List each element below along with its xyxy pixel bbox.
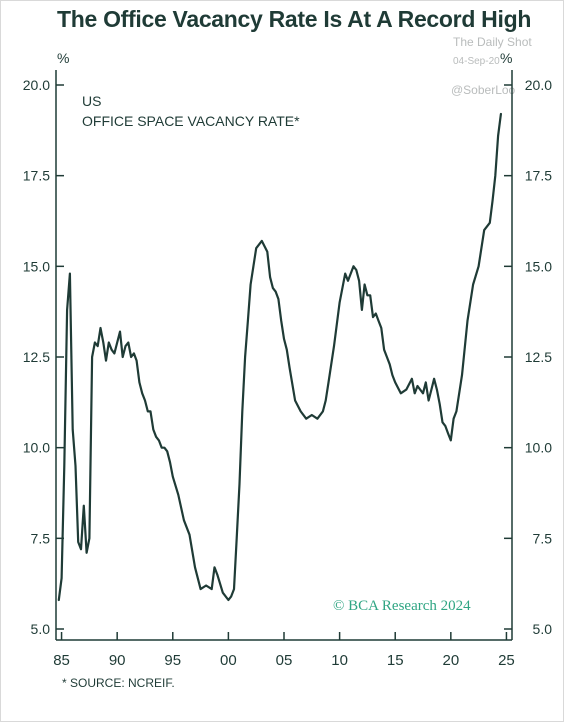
y-tick-label-left: 12.5	[23, 349, 50, 365]
chart-credit: © BCA Research 2024	[333, 598, 471, 614]
x-tick-label: 85	[53, 652, 70, 669]
y-tick-label-left: 15.0	[23, 258, 50, 274]
y-tick-label-right: 7.5	[533, 530, 553, 546]
x-tick-label: 90	[109, 652, 126, 669]
watermark-source: The Daily Shot	[453, 35, 532, 49]
y-tick-label-left: 10.0	[23, 440, 50, 456]
y-axis-unit-left: %	[57, 50, 70, 66]
chart-title: The Office Vacancy Rate Is At A Record H…	[57, 6, 532, 32]
chart-region-label: US	[82, 93, 102, 109]
y-tick-label-left: 20.0	[23, 77, 50, 93]
y-tick-label-left: 5.0	[31, 621, 51, 637]
y-tick-label-right: 20.0	[525, 77, 552, 93]
chart-axes: 5.0 5.0 7.5 7.5 10.0 10.0 12.5 12.5 15.0 15.0 17.5…	[23, 70, 552, 669]
chart-series	[57, 112, 502, 602]
y-axis-unit-right: %	[500, 50, 513, 66]
y-tick-label-right: 5.0	[533, 621, 553, 637]
x-tick-label: 05	[276, 652, 293, 669]
x-tick-label: 00	[220, 652, 237, 669]
x-tick-label: 25	[498, 652, 515, 669]
y-tick-label-left: 17.5	[23, 168, 50, 184]
x-tick-label: 15	[387, 652, 404, 669]
y-tick-label-right: 12.5	[525, 349, 552, 365]
watermark-handle: @SoberLoo	[451, 83, 516, 97]
x-tick-label: 95	[164, 652, 181, 669]
x-tick-label: 10	[331, 652, 348, 669]
chart-series-label: OFFICE SPACE VACANCY RATE*	[82, 113, 300, 129]
y-tick-label-left: 7.5	[31, 530, 51, 546]
x-tick-label: 20	[442, 652, 459, 669]
y-tick-label-right: 10.0	[525, 440, 552, 456]
y-tick-label-right: 17.5	[525, 168, 552, 184]
source-note: * SOURCE: NCREIF.	[62, 676, 175, 690]
y-tick-label-right: 15.0	[525, 258, 552, 274]
watermark-date: 04-Sep-20	[453, 56, 500, 67]
vacancy-rate-line	[57, 112, 502, 602]
